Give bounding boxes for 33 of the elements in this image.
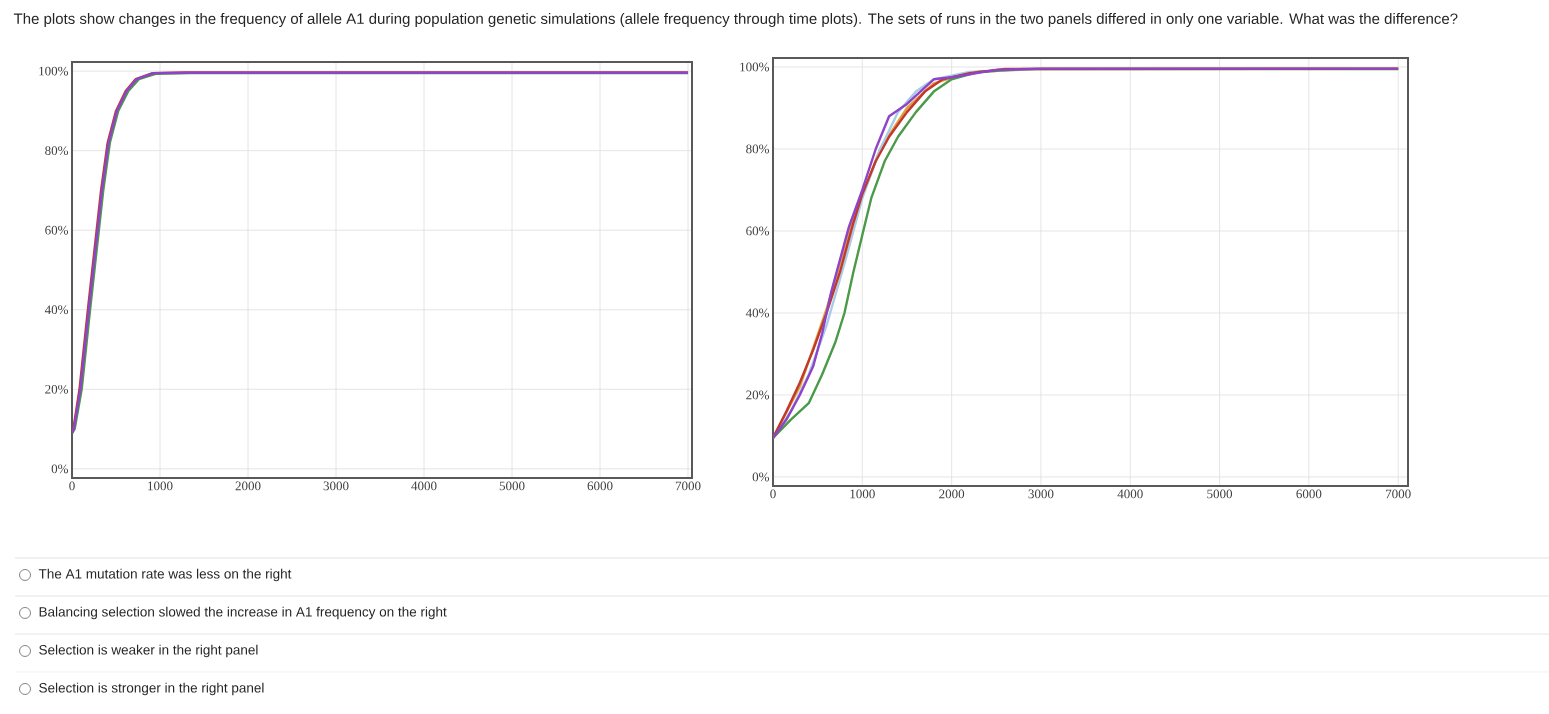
y-tick-label: 80%: [45, 146, 69, 156]
y-tick-label: 40%: [745, 308, 770, 318]
x-tick-label: 7000: [1386, 489, 1411, 499]
x-tick-label: 3000: [323, 481, 349, 491]
x-tick-label: 5000: [499, 481, 525, 491]
y-tick-label: 100%: [39, 66, 69, 76]
y-tick-label: 100%: [740, 62, 770, 72]
x-tick-label: 0: [69, 481, 75, 491]
x-tick-label: 6000: [1296, 489, 1322, 499]
x-tick-label: 2000: [235, 481, 261, 491]
x-tick-label: 1000: [850, 489, 875, 499]
text: The A1 mutation rate was less on the right: [38, 568, 292, 582]
text: The plots show changes in the frequency of allele A1 during population genetic simulations (allele frequency through time plots). The sets of runs in the two panels differed in only one variable. What was the difference?: [13, 13, 1458, 27]
y-tick-label: 0%: [752, 472, 770, 482]
text: Selection is stronger in the right panel: [39, 682, 264, 696]
text: Balancing selection slowed the increase in A1 frequency on the right: [39, 606, 447, 620]
x-tick-label: 0: [770, 489, 776, 499]
x-tick-label: 5000: [1207, 489, 1233, 499]
y-tick-label: 20%: [45, 384, 69, 394]
x-tick-label: 6000: [587, 481, 613, 491]
x-tick-label: 3000: [1028, 489, 1054, 499]
y-tick-label: 0%: [51, 464, 69, 474]
y-tick-label: 40%: [44, 305, 69, 315]
y-tick-label: 80%: [746, 144, 770, 154]
x-tick-label: 7000: [675, 481, 701, 491]
y-tick-label: 60%: [746, 226, 770, 236]
x-tick-label: 1000: [148, 481, 173, 491]
y-tick-label: 60%: [45, 225, 69, 235]
x-tick-label: 4000: [411, 481, 437, 491]
x-tick-label: 2000: [939, 489, 965, 499]
x-tick-label: 4000: [1117, 489, 1143, 499]
y-tick-label: 20%: [746, 390, 770, 400]
text: Selection is weaker in the right panel: [39, 644, 258, 658]
